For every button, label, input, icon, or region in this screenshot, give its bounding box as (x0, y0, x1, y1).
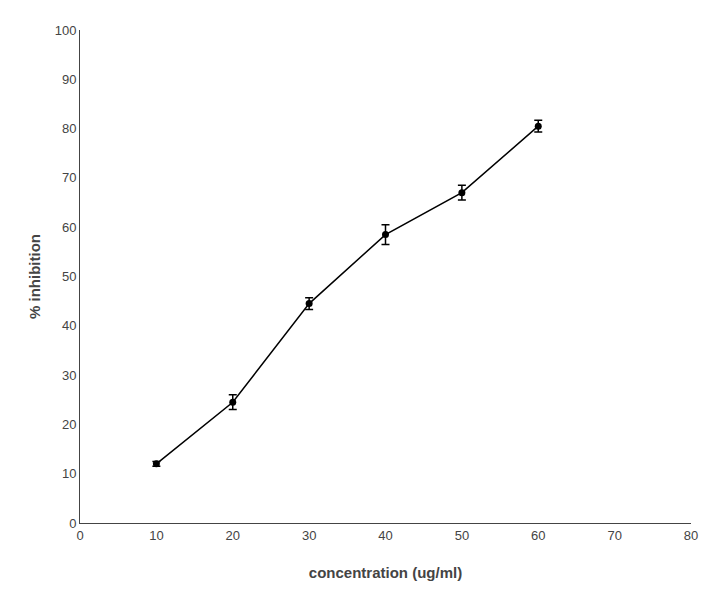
svg-text:70: 70 (62, 170, 76, 185)
svg-text:60: 60 (531, 528, 545, 543)
svg-text:10: 10 (62, 466, 76, 481)
svg-text:40: 40 (62, 318, 76, 333)
svg-text:50: 50 (62, 269, 76, 284)
svg-text:70: 70 (607, 528, 621, 543)
svg-text:80: 80 (62, 121, 76, 136)
svg-text:20: 20 (226, 528, 240, 543)
svg-text:60: 60 (62, 220, 76, 235)
svg-text:10: 10 (149, 528, 163, 543)
svg-text:30: 30 (302, 528, 316, 543)
svg-text:90: 90 (62, 72, 76, 87)
svg-text:30: 30 (62, 368, 76, 383)
svg-text:20: 20 (62, 417, 76, 432)
svg-text:100: 100 (55, 23, 77, 38)
svg-text:0: 0 (69, 516, 76, 531)
svg-text:0: 0 (76, 528, 83, 543)
svg-text:40: 40 (378, 528, 392, 543)
svg-text:50: 50 (455, 528, 469, 543)
svg-text:80: 80 (684, 528, 698, 543)
svg-text:% inhibition: % inhibition (26, 234, 43, 319)
svg-text:concentration (ug/ml): concentration (ug/ml) (309, 564, 462, 581)
